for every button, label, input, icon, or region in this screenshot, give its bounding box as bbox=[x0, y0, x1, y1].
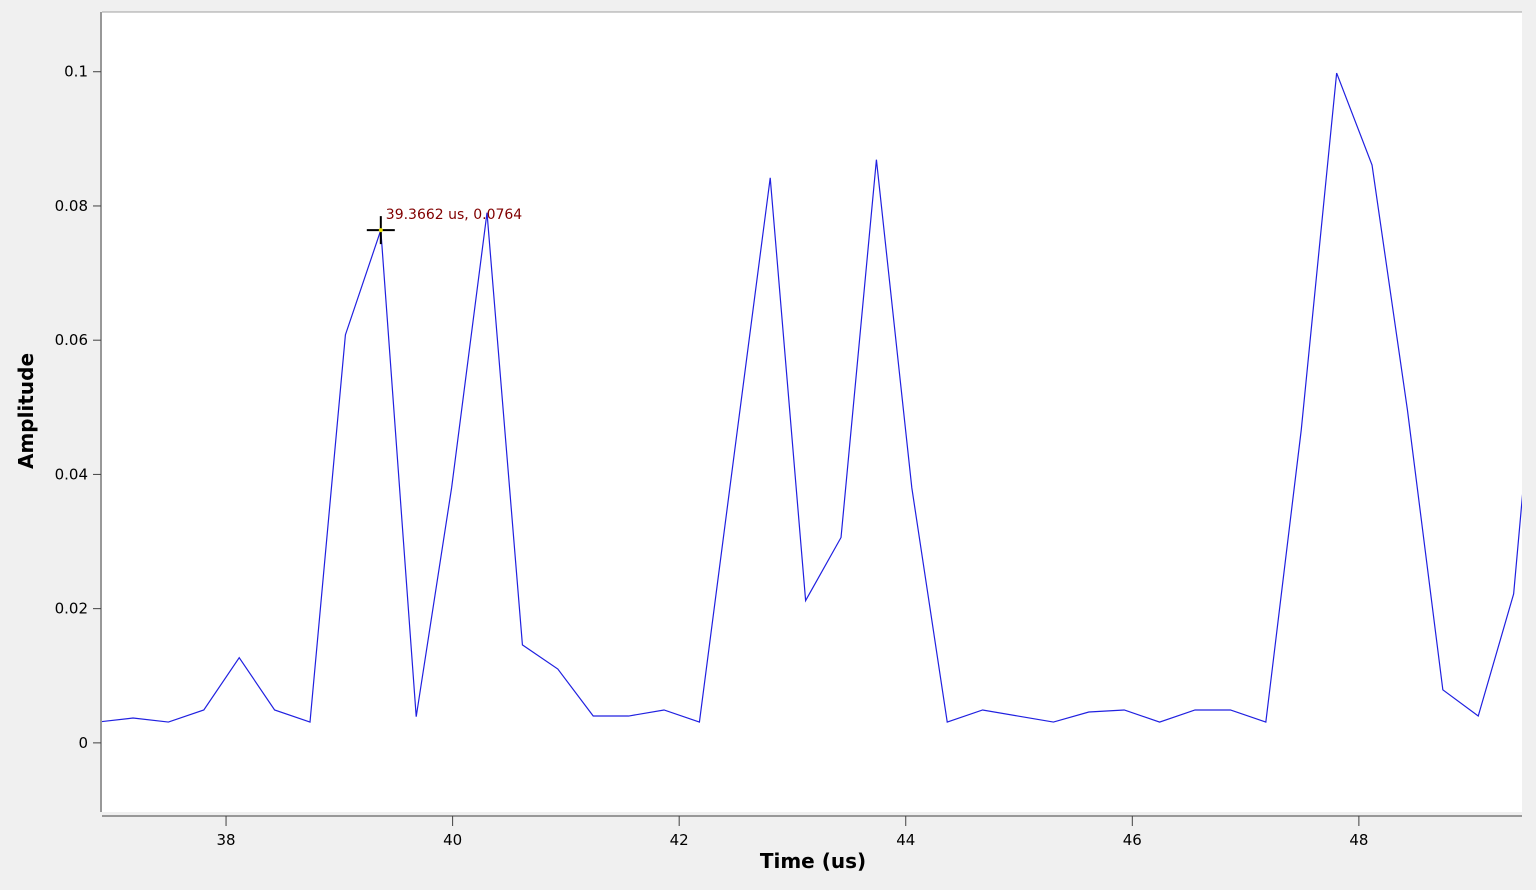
x-tick-label: 40 bbox=[443, 831, 462, 849]
x-tick-label: 38 bbox=[216, 831, 235, 849]
x-tick-label: 44 bbox=[896, 831, 915, 849]
y-tick-label: 0.02 bbox=[55, 600, 88, 618]
data-line bbox=[102, 72, 1522, 723]
y-axis-title: Amplitude bbox=[14, 353, 38, 469]
plot-layer bbox=[102, 72, 1522, 723]
y-tick-label: 0.1 bbox=[64, 63, 88, 81]
x-tick-label: 46 bbox=[1123, 831, 1142, 849]
plot-area bbox=[102, 12, 1522, 812]
y-tick-label: 0 bbox=[78, 734, 88, 752]
y-tick-label: 0.06 bbox=[55, 331, 88, 349]
x-axis-title: Time (us) bbox=[760, 849, 866, 873]
marker-dot bbox=[378, 228, 383, 233]
y-tick-label: 0.04 bbox=[55, 465, 88, 483]
x-tick-label: 48 bbox=[1349, 831, 1368, 849]
x-tick-label: 42 bbox=[670, 831, 689, 849]
y-tick-label: 0.08 bbox=[55, 197, 88, 215]
annotation: 39.3662 us, 0.0764 bbox=[386, 207, 522, 223]
